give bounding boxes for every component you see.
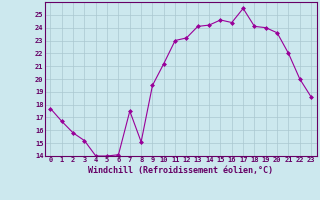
X-axis label: Windchill (Refroidissement éolien,°C): Windchill (Refroidissement éolien,°C) [88, 166, 273, 175]
